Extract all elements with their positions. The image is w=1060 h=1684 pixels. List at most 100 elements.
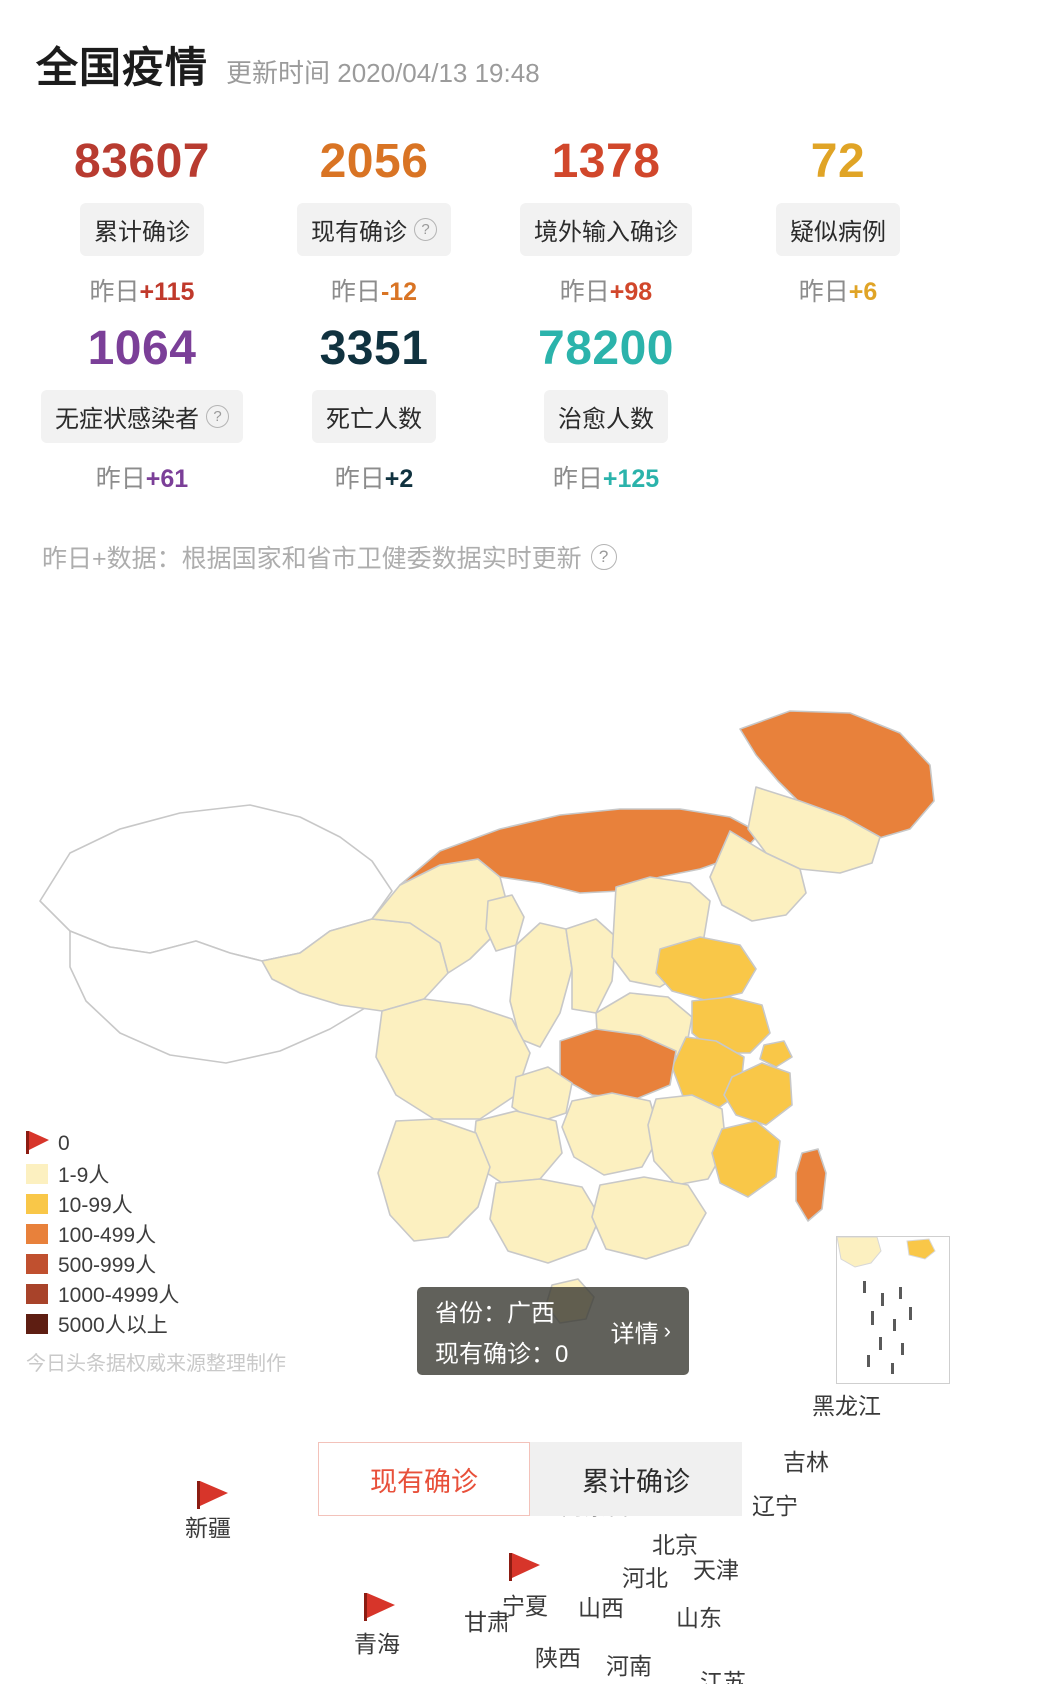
province-shape-shandong bbox=[655, 935, 757, 1002]
province-label-beijing[interactable]: 北京 bbox=[652, 1531, 698, 1558]
province-label-xinjiang[interactable]: 新疆 bbox=[185, 1514, 231, 1541]
tooltip-content: 省份：广西 现有确诊：0 bbox=[435, 1293, 568, 1369]
stat-label-text: 疑似病例 bbox=[790, 218, 886, 246]
stat-delta-value: -12 bbox=[380, 277, 418, 306]
stat-delta-value: +61 bbox=[145, 464, 189, 493]
stat-card-imported-confirmed[interactable]: 1378 境外输入确诊 昨日+98 bbox=[490, 121, 722, 308]
province-label-qinghai[interactable]: 青海 bbox=[354, 1630, 400, 1657]
legend-label: 500-999人 bbox=[58, 1253, 157, 1277]
province-label-ningxia[interactable]: 宁夏 bbox=[502, 1592, 548, 1619]
legend-item-1-9: 1-9人 bbox=[26, 1159, 286, 1189]
stat-delta-value: +125 bbox=[602, 464, 660, 493]
data-source-note-text: 昨日+数据：根据国家和省市卫健委数据实时更新 bbox=[42, 544, 582, 573]
stat-delta: 昨日+125 bbox=[553, 459, 659, 495]
province-label-shanxi[interactable]: 山西 bbox=[578, 1594, 624, 1621]
tooltip-confirmed-line: 现有确诊：0 bbox=[435, 1341, 569, 1368]
china-map-svg[interactable] bbox=[0, 601, 1060, 1421]
legend-item-10-99: 10-99人 bbox=[26, 1189, 286, 1219]
legend-item-zero: 0 bbox=[26, 1129, 286, 1159]
south-china-sea-inset[interactable] bbox=[836, 1236, 950, 1384]
help-icon[interactable]: ? bbox=[206, 404, 229, 428]
stat-delta: 昨日-12 bbox=[331, 272, 417, 308]
province-label-shaanxi[interactable]: 陕西 bbox=[535, 1644, 581, 1671]
province-label-heilongjiang[interactable]: 黑龙江 bbox=[812, 1392, 881, 1419]
legend-label: 100-499人 bbox=[58, 1223, 157, 1247]
province-label-liaoning[interactable]: 辽宁 bbox=[752, 1492, 798, 1519]
stat-delta-prefix: 昨日 bbox=[330, 277, 381, 306]
legend-swatch bbox=[26, 1193, 48, 1214]
stat-delta-value: +98 bbox=[609, 277, 653, 306]
province-tooltip[interactable]: 省份：广西 现有确诊：0 详情 › bbox=[417, 1287, 689, 1375]
province-shape-shanghai bbox=[759, 1039, 793, 1068]
stat-label-text: 治愈人数 bbox=[558, 405, 654, 433]
province-shape-hunan bbox=[561, 1091, 661, 1176]
stats-grid: 83607 累计确诊 昨日+115 2056 现有确诊 ? 昨日-12 bbox=[0, 95, 1060, 495]
tab-cumulative-confirmed[interactable]: 累计确诊 bbox=[530, 1442, 742, 1516]
stat-delta: 昨日+2 bbox=[335, 459, 414, 495]
stat-value: 3351 bbox=[319, 321, 429, 375]
stat-card-suspected[interactable]: 72 疑似病例 昨日+6 bbox=[722, 121, 954, 308]
stat-value: 72 bbox=[810, 135, 866, 188]
legend-swatch bbox=[26, 1163, 48, 1184]
tooltip-detail-link[interactable]: 详情 › bbox=[611, 1314, 671, 1349]
stat-value: 83607 bbox=[74, 135, 210, 188]
tooltip-detail-label: 详情 bbox=[610, 1320, 659, 1348]
stat-label-text: 死亡人数 bbox=[326, 405, 422, 433]
stat-card-cumulative-confirmed[interactable]: 83607 累计确诊 昨日+115 bbox=[26, 121, 258, 308]
page-title: 全国疫情 bbox=[36, 44, 209, 91]
stat-label: 疑似病例 bbox=[776, 202, 900, 256]
legend-label: 1000-4999人 bbox=[58, 1283, 180, 1307]
stat-delta-value: +6 bbox=[848, 277, 878, 306]
stat-card-asymptomatic[interactable]: 1064 无症状感染者 ? 昨日+61 bbox=[26, 308, 258, 495]
stat-label: 累计确诊 bbox=[80, 202, 204, 256]
province-label-hebei[interactable]: 河北 bbox=[622, 1564, 668, 1591]
legend-label: 10-99人 bbox=[58, 1193, 133, 1217]
province-label-shandong[interactable]: 山东 bbox=[676, 1604, 722, 1631]
stat-value: 1064 bbox=[87, 321, 197, 375]
province-shape-heilongjiang bbox=[739, 709, 935, 840]
province-shape-guangxi bbox=[489, 1177, 601, 1264]
province-label-henan[interactable]: 河南 bbox=[606, 1652, 652, 1679]
stat-label: 治愈人数 bbox=[544, 389, 668, 443]
province-label-gansu[interactable]: 甘肃 bbox=[464, 1608, 510, 1635]
tooltip-province-line: 省份：广西 bbox=[435, 1300, 555, 1327]
stat-value: 2056 bbox=[319, 135, 429, 188]
stat-delta: 昨日+115 bbox=[90, 272, 195, 308]
legend-item-100-499: 100-499人 bbox=[26, 1219, 286, 1249]
legend-label: 5000人以上 bbox=[58, 1313, 168, 1337]
legend-item-500-999: 500-999人 bbox=[26, 1249, 286, 1279]
province-shape-jiangsu bbox=[691, 995, 771, 1054]
province-label-jilin[interactable]: 吉林 bbox=[783, 1448, 829, 1475]
province-shape-liaoning bbox=[709, 829, 807, 922]
stat-delta-value: +115 bbox=[139, 277, 195, 306]
help-icon[interactable]: ? bbox=[414, 217, 437, 241]
stat-label: 无症状感染者 ? bbox=[41, 389, 243, 443]
province-shape-shaanxi bbox=[509, 921, 573, 1048]
stat-card-deaths[interactable]: 3351 死亡人数 昨日+2 bbox=[258, 308, 490, 495]
province-label-tianjin[interactable]: 天津 bbox=[693, 1556, 739, 1583]
province-shape-zhejiang bbox=[723, 1061, 793, 1126]
stat-card-recovered[interactable]: 78200 治愈人数 昨日+125 bbox=[490, 308, 722, 495]
stat-delta-prefix: 昨日 bbox=[334, 464, 385, 493]
china-map[interactable]: 新疆 黑龙江 吉林 辽宁 内蒙古 北京 天津 河北 山西 山东 宁夏 甘肃 青海… bbox=[0, 601, 1060, 1684]
page-header: 全国疫情 更新时间 2020/04/13 19:48 bbox=[0, 0, 1060, 95]
legend-item-1000-4999: 1000-4999人 bbox=[26, 1279, 286, 1309]
tab-current-confirmed[interactable]: 现有确诊 bbox=[318, 1442, 530, 1516]
legend-label: 1-9人 bbox=[58, 1163, 110, 1187]
stat-delta-prefix: 昨日 bbox=[552, 464, 603, 493]
stat-card-current-confirmed[interactable]: 2056 现有确诊 ? 昨日-12 bbox=[258, 121, 490, 308]
province-shape-shanxi bbox=[565, 917, 617, 1014]
stat-label-text: 境外输入确诊 bbox=[534, 218, 678, 246]
stat-delta-prefix: 昨日 bbox=[95, 464, 146, 493]
help-icon[interactable]: ? bbox=[590, 543, 617, 570]
legend-label: 0 bbox=[58, 1131, 70, 1155]
map-legend: 0 1-9人 10-99人 100-499人 500-999人 1000-499… bbox=[26, 1129, 286, 1376]
stat-delta: 昨日+98 bbox=[560, 272, 652, 308]
chevron-right-icon: › bbox=[663, 1318, 671, 1343]
stat-delta: 昨日+6 bbox=[799, 272, 878, 308]
province-shape-fujian bbox=[711, 1119, 781, 1198]
stat-delta: 昨日+61 bbox=[96, 459, 188, 495]
province-label-jiangsu[interactable]: 江苏 bbox=[700, 1668, 746, 1684]
stats-row-1: 83607 累计确诊 昨日+115 2056 现有确诊 ? 昨日-12 bbox=[26, 121, 1034, 308]
